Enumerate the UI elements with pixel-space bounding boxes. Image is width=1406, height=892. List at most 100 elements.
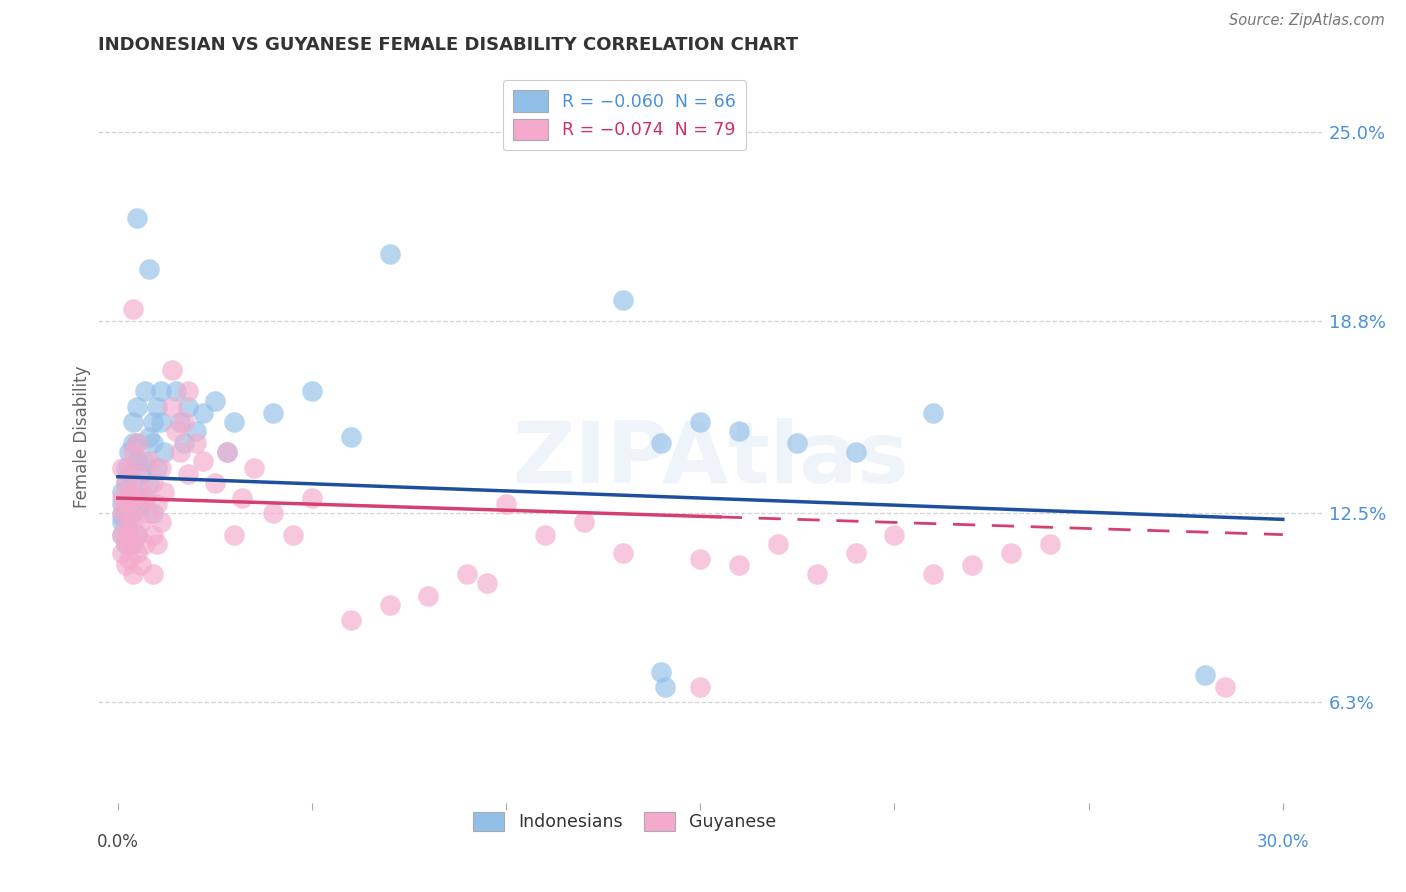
Text: ZIPAtlas: ZIPAtlas [512,417,908,500]
Point [262,506,284,520]
Point [129,516,152,530]
Point [122,516,145,530]
Point [114,460,136,475]
Point [173,415,195,429]
Point [138,454,160,468]
Point [149,384,172,399]
Point [111,509,134,524]
Point [114,521,136,535]
Point [177,384,200,399]
Point [122,491,145,505]
Point [127,546,149,560]
Y-axis label: Female Disability: Female Disability [73,366,91,508]
Point [142,567,165,582]
Point [165,384,187,399]
Point [142,415,165,429]
Point [165,424,187,438]
Point [1194,667,1216,682]
Point [114,537,136,551]
Point [242,460,264,475]
Text: 30.0%: 30.0% [1257,833,1309,851]
Point [134,491,156,505]
Point [142,506,165,520]
Point [122,415,145,429]
Point [118,445,141,459]
Point [118,485,141,500]
Point [224,527,246,541]
Point [204,393,226,408]
Point [127,454,149,468]
Point [650,665,672,679]
Text: Source: ZipAtlas.com: Source: ZipAtlas.com [1229,13,1385,29]
Point [118,521,141,535]
Point [122,302,145,317]
Point [111,460,134,475]
Point [111,516,134,530]
Point [177,467,200,481]
Point [111,506,134,520]
Point [122,506,145,520]
Point [134,384,156,399]
Point [114,475,136,490]
Point [129,558,152,573]
Point [495,497,517,511]
Point [215,445,238,459]
Point [145,460,167,475]
Point [149,516,172,530]
Point [111,527,134,541]
Point [572,516,595,530]
Point [612,546,634,560]
Point [142,527,165,541]
Point [114,537,136,551]
Point [127,497,149,511]
Point [922,406,945,420]
Point [149,460,172,475]
Point [650,436,672,450]
Point [204,475,226,490]
Point [153,445,176,459]
Point [922,567,945,582]
Point [138,262,160,277]
Point [475,576,498,591]
Point [145,400,167,414]
Point [378,598,401,612]
Point [301,384,323,399]
Point [689,680,711,694]
Point [127,467,149,481]
Point [418,589,440,603]
Point [262,406,284,420]
Point [728,558,751,573]
Point [127,527,149,541]
Point [122,485,145,500]
Point [193,454,215,468]
Point [689,415,711,429]
Point [169,415,191,429]
Point [138,475,160,490]
Point [114,497,136,511]
Point [111,491,134,505]
Point [173,436,195,450]
Point [134,454,156,468]
Point [224,415,246,429]
Point [169,445,191,459]
Point [127,211,149,225]
Point [378,247,401,261]
Point [456,567,478,582]
Point [111,497,134,511]
Point [340,430,363,444]
Point [301,491,323,505]
Point [122,537,145,551]
Point [122,567,145,582]
Point [122,537,145,551]
Point [111,485,134,500]
Point [534,527,557,541]
Point [145,537,167,551]
Point [281,527,304,541]
Point [127,491,149,505]
Point [129,467,152,481]
Point [1000,546,1022,560]
Point [160,400,183,414]
Point [184,436,207,450]
Point [612,293,634,307]
Point [728,424,751,438]
